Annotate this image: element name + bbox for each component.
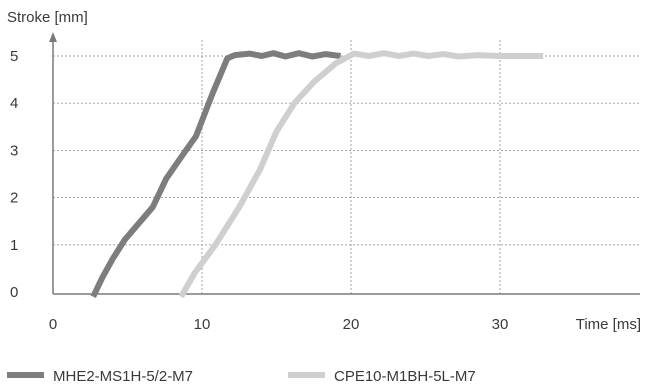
axes <box>49 32 640 295</box>
y-tick-label: 2 <box>10 190 18 207</box>
legend-label-2: CPE10-M1BH-5L-M7 <box>334 368 476 385</box>
y-tick-labels: 0 1 2 3 4 5 <box>10 48 18 301</box>
y-axis-arrow <box>49 32 57 42</box>
x-tick-labels: 0 10 20 30 <box>49 316 509 333</box>
series-line-2 <box>178 50 544 299</box>
x-tick-label: 10 <box>194 316 211 333</box>
x-tick-label: 20 <box>343 316 360 333</box>
x-tick-label: 0 <box>49 316 57 333</box>
legend-label-1: MHE2-MS1H-5/2-M7 <box>53 368 193 385</box>
y-tick-label: 5 <box>10 48 18 65</box>
y-tick-label: 1 <box>10 237 18 254</box>
series-lines <box>90 50 544 299</box>
y-tick-label: 4 <box>10 95 18 112</box>
y-tick-label: 0 <box>10 284 18 301</box>
x-tick-label: 30 <box>492 316 509 333</box>
x-axis-label: Time [ms] <box>576 316 641 333</box>
y-axis-label: Stroke [mm] <box>7 9 88 26</box>
grid <box>53 40 640 294</box>
legend: MHE2-MS1H-5/2-M7 CPE10-M1BH-5L-M7 <box>7 368 476 385</box>
y-tick-label: 3 <box>10 142 18 159</box>
series-line-1 <box>90 50 341 298</box>
